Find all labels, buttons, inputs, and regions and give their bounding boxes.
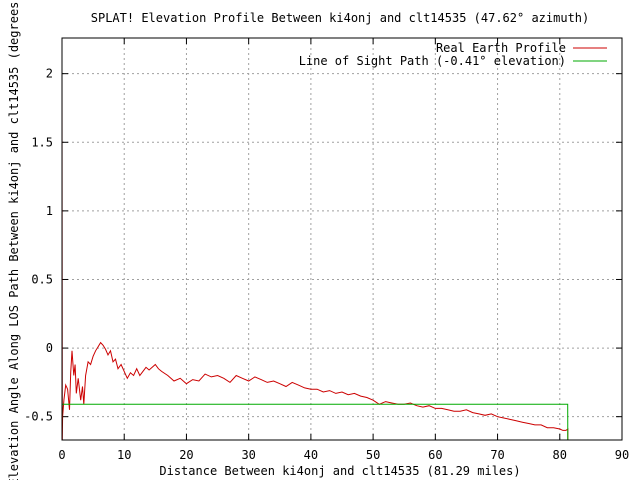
x-tick-label: 20 [179,448,193,462]
x-tick-label: 70 [490,448,504,462]
x-tick-label: 50 [366,448,380,462]
chart-title: SPLAT! Elevation Profile Between ki4onj … [91,11,590,25]
series-line-real-earth-profile [61,66,569,441]
x-tick-label: 90 [615,448,629,462]
series-line-line-of-sight-path [61,403,569,441]
x-tick-label: 60 [428,448,442,462]
grid-lines [62,38,622,440]
plot-frame [61,37,623,441]
x-tick-label: 40 [304,448,318,462]
y-tick-label: 2 [46,67,53,81]
y-axis-label: Elevation Angle Along LOS Path Between k… [7,0,21,480]
y-tick-label: 1 [46,204,53,218]
legend-entry-label: Line of Sight Path (-0.41° elevation) [299,54,566,68]
y-tick-label: 0.5 [31,272,53,286]
x-tick-label: 10 [117,448,131,462]
data-series [61,66,569,441]
x-tick-label: 30 [241,448,255,462]
x-tick-label: 0 [58,448,65,462]
x-tick-label: 80 [553,448,567,462]
legend-entry-label: Real Earth Profile [436,41,566,55]
y-tick-label: 1.5 [31,135,53,149]
x-axis-label: Distance Between ki4onj and clt14535 (81… [159,464,520,478]
axis-ticks: 0 10 20 30 40 50 60 70 80 90 -0.5 0 0.5 1 1.5 2 [24,38,629,462]
y-tick-label: -0.5 [24,410,53,424]
y-tick-label: 0 [46,341,53,355]
